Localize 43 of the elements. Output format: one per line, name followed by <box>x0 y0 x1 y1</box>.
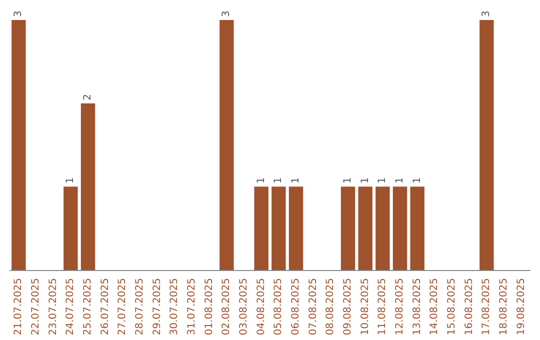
x-tick-label: 24.07.2025 <box>65 278 76 336</box>
data-label: 3 <box>13 10 24 17</box>
x-tick-label: 08.08.2025 <box>325 278 336 336</box>
data-label: 1 <box>360 177 371 184</box>
data-label: 2 <box>82 94 94 100</box>
data-label: 3 <box>221 10 232 17</box>
x-tick-label: 01.08.2025 <box>204 278 215 336</box>
data-label: 1 <box>377 177 388 184</box>
x-tick-label: 31.07.2025 <box>186 278 198 336</box>
x-tick-label: 03.08.2025 <box>238 278 250 336</box>
x-tick-label: 28.07.2025 <box>134 278 146 336</box>
x-tick-label: 25.07.2025 <box>82 278 94 336</box>
x-tick-label: 30.07.2025 <box>169 278 180 336</box>
x-tick-label: 18.08.2025 <box>498 278 510 336</box>
x-tick-label: 13.08.2025 <box>412 278 423 336</box>
x-tick-label: 11.08.2025 <box>377 278 388 336</box>
x-tick-label: 12.08.2025 <box>394 278 406 336</box>
x-tick-label: 26.07.2025 <box>100 278 111 336</box>
x-tick-label: 23.07.2025 <box>48 278 59 336</box>
x-tick-label: 27.07.2025 <box>117 278 128 336</box>
x-tick-label: 15.08.2025 <box>446 278 458 336</box>
x-tick-label: 22.07.2025 <box>30 278 42 336</box>
x-tick-label: 17.08.2025 <box>481 278 492 336</box>
data-label: 1 <box>65 177 76 184</box>
x-tick-label: 09.08.2025 <box>342 278 354 336</box>
x-tick-label: 29.07.2025 <box>152 278 163 336</box>
x-tick-label: 10.08.2025 <box>360 278 371 336</box>
data-label: 1 <box>290 177 302 184</box>
x-tick-label: 04.08.2025 <box>256 278 267 336</box>
x-tick-label: 21.07.2025 <box>13 278 24 336</box>
data-label: 1 <box>412 177 423 184</box>
data-label: 1 <box>394 177 406 184</box>
data-label: 1 <box>342 177 354 184</box>
x-tick-label: 06.08.2025 <box>290 278 302 336</box>
x-tick-label: 16.08.2025 <box>464 278 475 336</box>
x-tick-label: 02.08.2025 <box>221 278 232 336</box>
x-tick-label: 05.08.2025 <box>273 278 284 336</box>
x-tick-label: 14.08.2025 <box>429 278 440 336</box>
data-label: 1 <box>256 177 267 184</box>
x-tick-label: 19.08.2025 <box>516 278 527 336</box>
data-label: 3 <box>481 10 492 17</box>
data-label: 1 <box>273 177 284 184</box>
x-tick-label: 07.08.2025 <box>308 278 319 336</box>
